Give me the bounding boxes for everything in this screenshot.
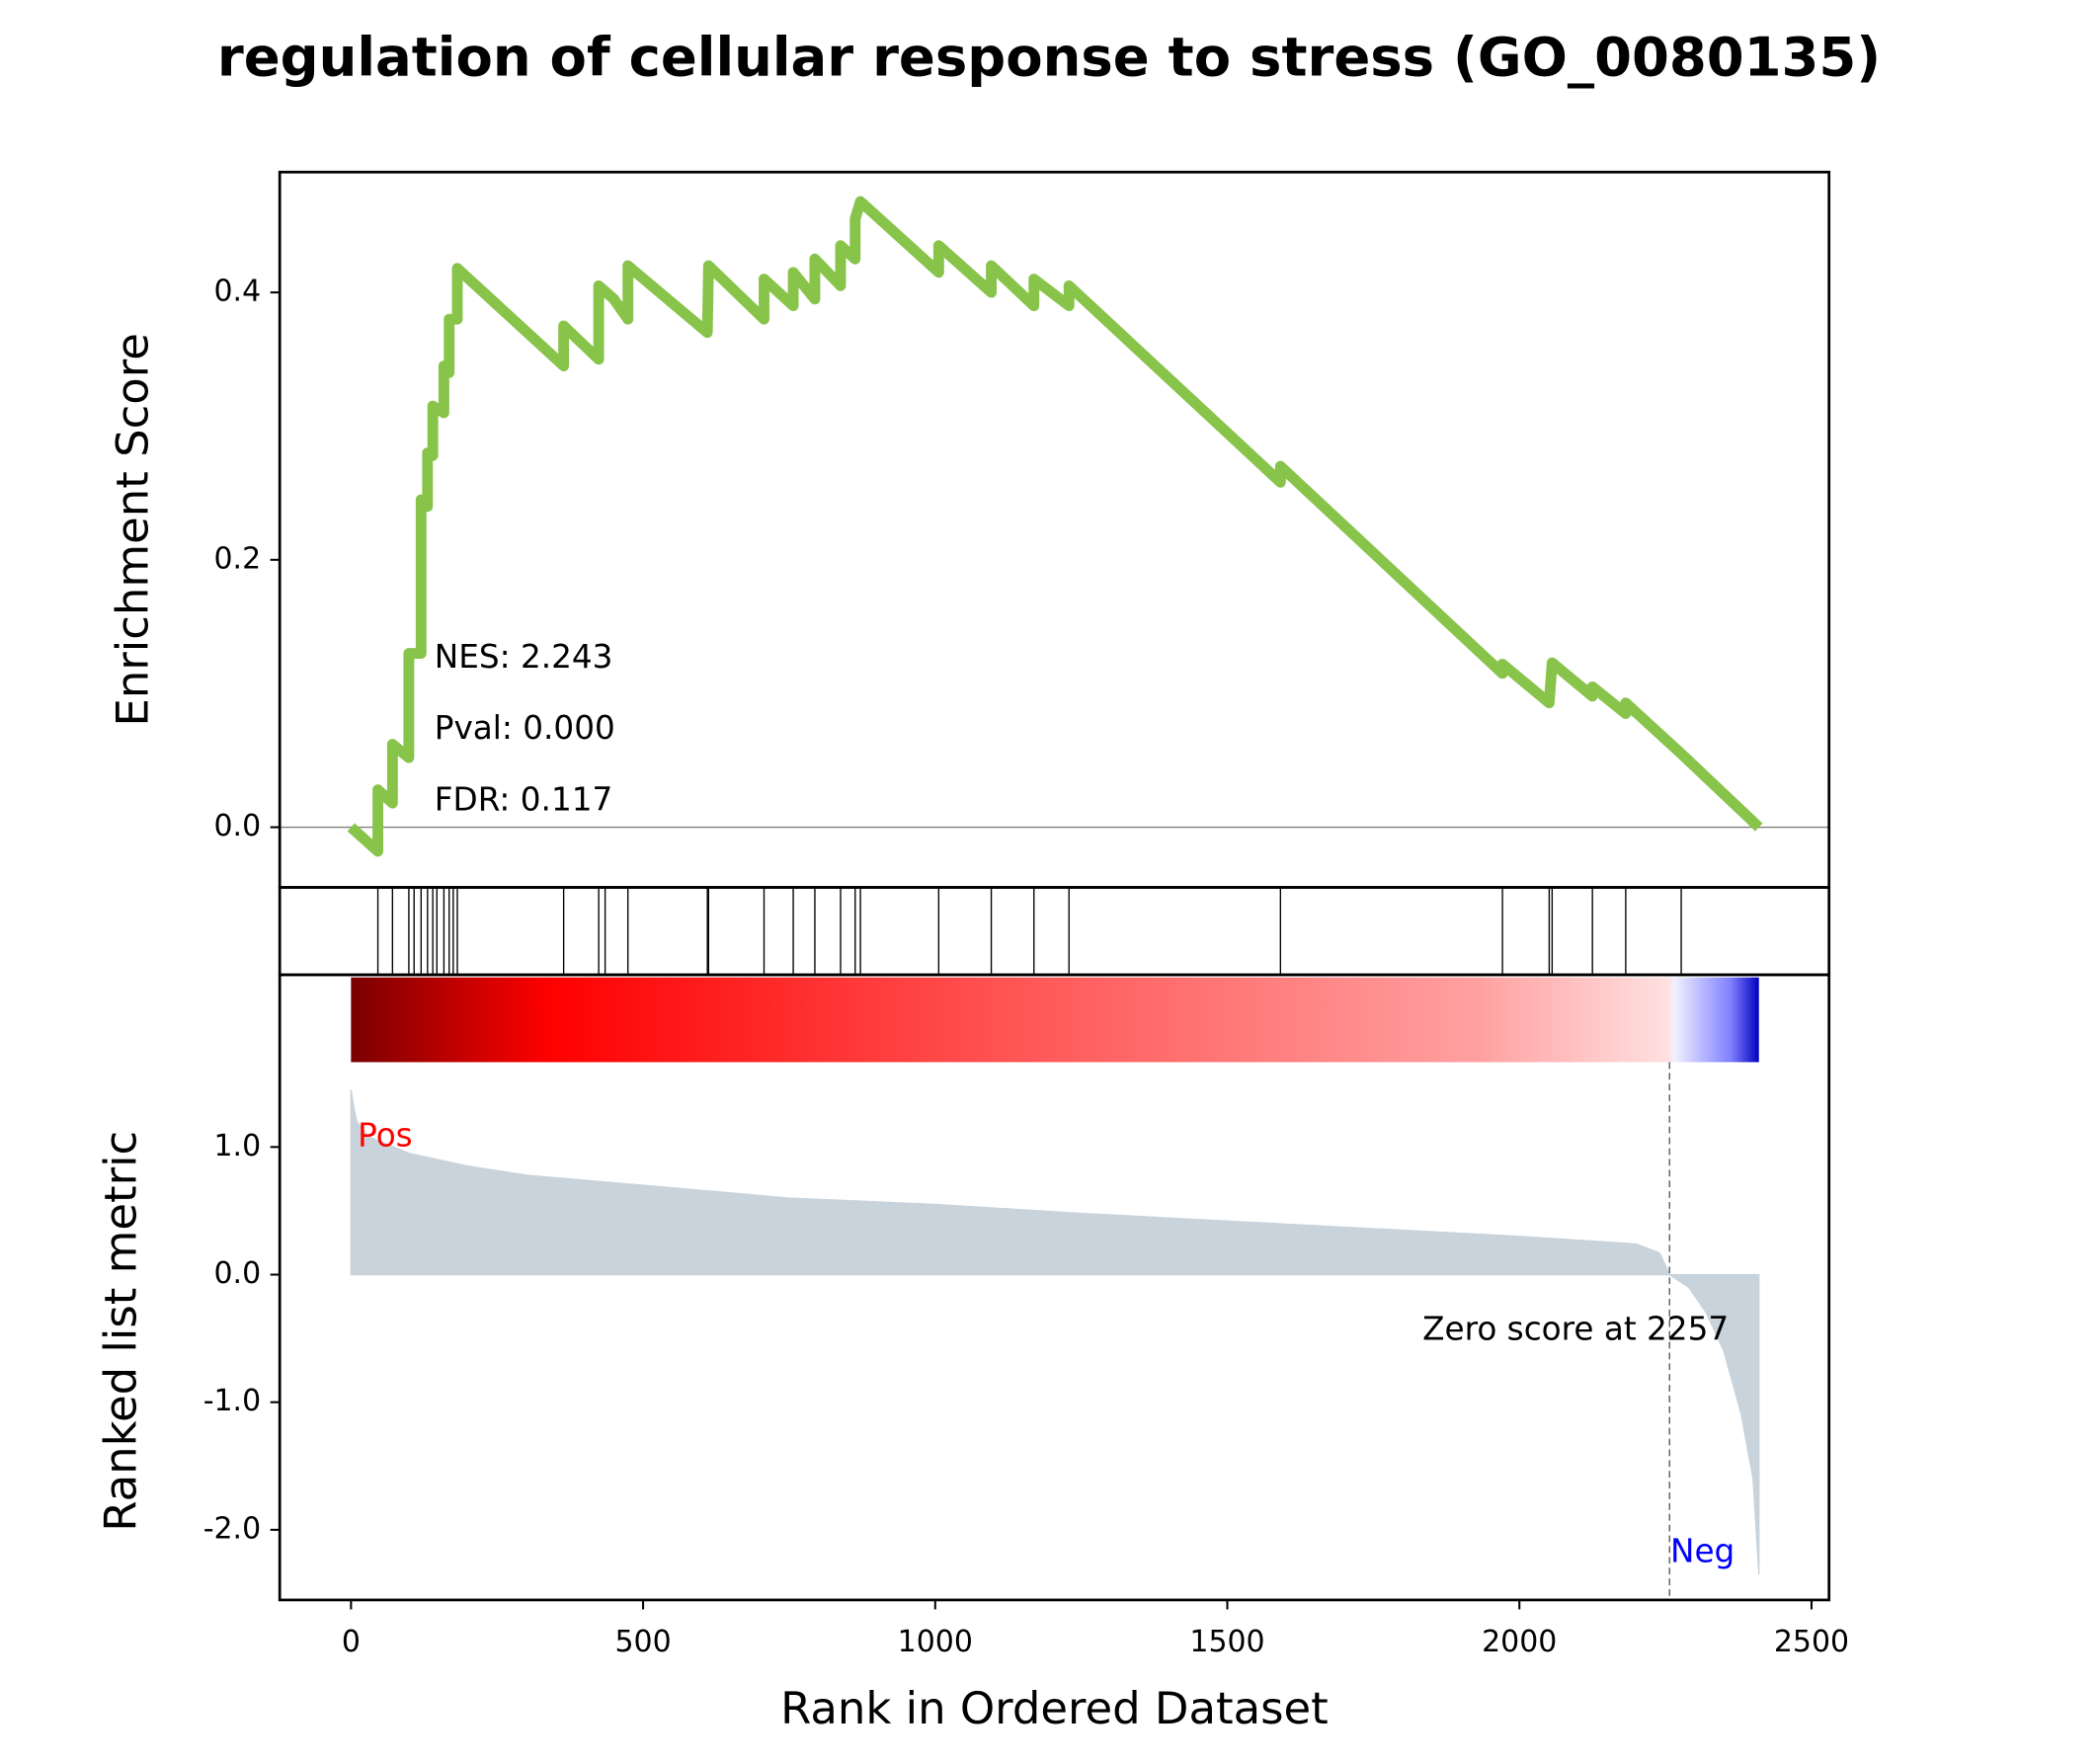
- y-tick-label: -1.0: [203, 1384, 261, 1418]
- x-tick-label: 2000: [1482, 1625, 1557, 1659]
- colorbar: [351, 977, 1759, 1063]
- x-axis-label: Rank in Ordered Dataset: [780, 1682, 1329, 1734]
- metric-area: [350, 1089, 1760, 1575]
- x-tick-label: 0: [342, 1625, 361, 1659]
- x-tick-label: 2500: [1774, 1625, 1849, 1659]
- metric-frame: [278, 973, 1831, 1602]
- y-axis-label: Enrichment Score: [107, 333, 159, 726]
- hits-frame: [278, 886, 1831, 977]
- y-tick-label: 0.0: [214, 1256, 262, 1291]
- es-line: [347, 196, 1763, 857]
- y-tick-label: 1.0: [214, 1129, 262, 1163]
- chart-title: regulation of cellular response to stres…: [217, 25, 1881, 88]
- y-tick-label: -2.0: [203, 1511, 261, 1546]
- y-tick-label: 0.2: [214, 541, 262, 576]
- neg-label: Neg: [1670, 1532, 1735, 1569]
- x-tick-label: 500: [614, 1625, 671, 1659]
- x-tick-label: 1000: [898, 1625, 973, 1659]
- zero-score-label: Zero score at 2257: [1422, 1311, 1729, 1348]
- y-tick-label: 0.0: [214, 809, 262, 843]
- stat-annotation: NES: 2.243: [435, 638, 613, 676]
- stat-annotation: Pval: 0.000: [435, 709, 615, 747]
- y-axis-label: Ranked list metric: [94, 1131, 146, 1532]
- stat-annotation: FDR: 0.117: [435, 780, 613, 818]
- y-tick-label: 0.4: [214, 275, 262, 309]
- x-tick-label: 1500: [1189, 1625, 1264, 1659]
- pos-label: Pos: [358, 1117, 413, 1155]
